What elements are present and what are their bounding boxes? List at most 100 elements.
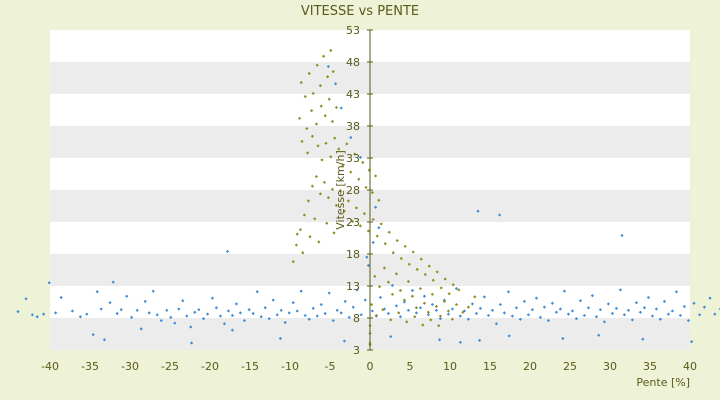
data-point (402, 298, 406, 302)
data-point (47, 281, 51, 285)
x-tick-label: 5 (407, 360, 414, 373)
data-point (318, 192, 322, 196)
data-point (361, 160, 365, 165)
data-point (331, 318, 335, 323)
data-point (242, 318, 246, 323)
data-point (159, 318, 163, 323)
data-point (446, 309, 450, 313)
data-point (366, 263, 370, 268)
data-point (143, 299, 147, 303)
data-point (125, 294, 129, 298)
data-point (302, 213, 306, 217)
x-tick-label: 25 (563, 360, 577, 373)
data-point (518, 317, 522, 321)
data-point (333, 136, 337, 140)
data-point (450, 317, 454, 321)
data-point (226, 249, 230, 254)
data-point (315, 314, 319, 318)
data-point (371, 217, 375, 222)
data-point (382, 307, 386, 311)
data-point (394, 272, 398, 276)
data-point (506, 290, 510, 294)
data-point (397, 311, 401, 315)
data-point (310, 134, 314, 138)
data-point (622, 313, 626, 317)
chart-title: VITESSE vs PENTE (301, 4, 419, 19)
data-point (422, 301, 426, 305)
data-point (283, 320, 287, 325)
data-point (454, 286, 458, 291)
data-point (692, 301, 696, 305)
data-point (278, 336, 282, 341)
data-point (135, 308, 139, 312)
y-tick-label: 8 (353, 312, 360, 325)
data-point (324, 141, 328, 145)
data-point (578, 299, 582, 303)
data-point (370, 309, 374, 313)
data-point (538, 315, 542, 319)
data-point (305, 126, 309, 131)
data-point (373, 274, 377, 278)
data-point (70, 309, 74, 313)
data-point (457, 288, 461, 292)
y-tick-label: 23 (346, 216, 360, 229)
data-point (377, 226, 381, 230)
data-point (91, 333, 95, 337)
data-point (155, 313, 159, 317)
data-point (306, 199, 310, 203)
data-point (658, 317, 662, 321)
data-point (561, 336, 565, 341)
data-point (386, 280, 390, 284)
data-point (427, 264, 431, 268)
data-point (130, 315, 134, 319)
data-point (267, 317, 271, 321)
data-point (502, 311, 506, 315)
data-point (414, 311, 418, 315)
data-point (395, 238, 399, 243)
data-point (371, 240, 375, 245)
data-point (303, 313, 307, 318)
data-point (411, 250, 415, 254)
data-point (206, 312, 210, 316)
data-point (301, 251, 305, 255)
data-point (307, 317, 311, 321)
x-tick-label: -35 (81, 360, 99, 373)
data-point (173, 321, 177, 325)
data-point (423, 272, 427, 277)
data-point (337, 147, 341, 151)
y-tick-label: 3 (353, 344, 360, 357)
data-point (618, 288, 622, 292)
data-point (641, 337, 645, 341)
data-point (430, 302, 434, 307)
data-point (364, 185, 368, 190)
data-point (35, 315, 39, 319)
data-point (287, 311, 291, 315)
data-point (654, 307, 658, 311)
data-point (99, 307, 103, 311)
data-point (602, 320, 606, 324)
data-point (295, 232, 299, 236)
data-point (259, 315, 263, 319)
data-point (330, 187, 334, 191)
data-point (339, 311, 343, 315)
data-point (398, 315, 402, 319)
data-point (325, 221, 329, 225)
data-point (307, 71, 311, 76)
data-point (306, 151, 310, 155)
x-tick-label: 10 (443, 360, 457, 373)
data-point (470, 302, 474, 306)
data-point (414, 306, 418, 310)
data-point (230, 313, 234, 318)
data-point (291, 301, 295, 305)
data-points (16, 48, 720, 347)
data-point (374, 313, 378, 318)
data-point (466, 305, 470, 309)
data-point (111, 280, 115, 284)
data-point (108, 301, 112, 305)
data-point (434, 308, 438, 312)
data-point (646, 295, 650, 300)
data-point (554, 310, 558, 314)
data-point (389, 334, 393, 339)
data-point (398, 288, 402, 293)
data-point (614, 306, 618, 310)
